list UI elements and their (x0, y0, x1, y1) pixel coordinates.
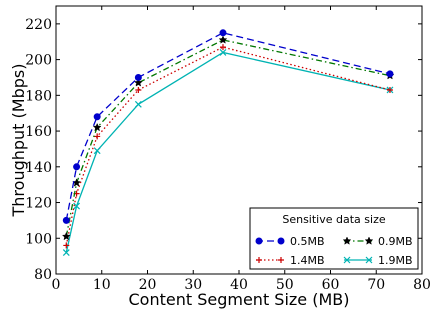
data-point (62, 249, 70, 256)
series-0-5mb (62, 29, 394, 224)
series-line (65, 51, 391, 253)
x-tick-label: 0 (52, 277, 61, 293)
data-point (219, 44, 226, 51)
legend: Sensitive data size 0.5MB 0.9MB 1.4MB 1.9MB (249, 207, 419, 270)
data-point (133, 78, 143, 87)
legend-label: 1.4MB (290, 254, 325, 267)
legend-marker (256, 257, 262, 263)
legend-item: 1.9MB (343, 254, 413, 267)
y-tick-label: 140 (25, 160, 52, 176)
data-point (61, 231, 71, 241)
y-tick-label: 220 (25, 17, 52, 33)
data-point (63, 242, 70, 249)
legend-marker (255, 237, 263, 245)
y-tick-label: 160 (25, 124, 52, 140)
y-tick-label: 200 (25, 53, 52, 69)
data-point (219, 29, 227, 37)
data-point (93, 113, 101, 121)
data-point (92, 122, 102, 132)
data-point (73, 163, 81, 171)
legend-item: 0.5MB (255, 235, 325, 248)
x-tick-label: 30 (184, 277, 202, 293)
legend-label: 1.9MB (378, 254, 413, 267)
x-axis-title: Content Segment Size (MB) (129, 290, 350, 309)
series-line (65, 32, 391, 221)
legend-label: 0.5MB (290, 235, 325, 248)
data-point (218, 35, 228, 44)
x-tick-label: 50 (276, 277, 294, 293)
legend-box (249, 207, 419, 270)
legend-marker (365, 256, 373, 264)
legend-marker (278, 257, 284, 263)
data-point (62, 216, 70, 224)
data-point (386, 86, 393, 93)
y-tick-label: 120 (25, 196, 52, 212)
x-tick-label: 70 (367, 277, 385, 293)
legend-marker (277, 237, 285, 245)
series-line (65, 39, 391, 237)
y-tick-label: 80 (34, 267, 52, 283)
legend-marker (364, 236, 374, 245)
x-tick-label: 10 (93, 277, 111, 293)
data-point (135, 86, 142, 93)
data-point (134, 100, 142, 108)
legend-label: 0.9MB (378, 235, 413, 248)
data-point (134, 73, 142, 81)
data-point (73, 202, 81, 210)
legend-title: Sensitive data size (282, 213, 385, 226)
y-tick-label: 180 (25, 88, 52, 104)
legend-item: 1.4MB (256, 254, 325, 267)
legend-item: 0.9MB (342, 235, 413, 248)
x-tick-label: 80 (413, 277, 431, 293)
data-point (386, 70, 394, 78)
legend-marker (343, 256, 351, 264)
data-point (219, 49, 227, 56)
x-tick-label: 20 (139, 277, 157, 293)
data-point (93, 147, 101, 155)
series-0-9mb (61, 35, 395, 241)
legend-marker (342, 236, 352, 245)
x-tick-label: 40 (230, 277, 248, 293)
series-line (65, 46, 391, 246)
y-tick-label: 100 (25, 231, 52, 247)
series-1-4mb (63, 44, 393, 249)
data-point (94, 133, 101, 140)
x-tick-label: 60 (322, 277, 340, 293)
y-axis-title: Throughput (Mbps) (9, 64, 28, 218)
